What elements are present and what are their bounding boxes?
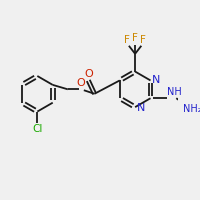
Text: O: O	[76, 78, 85, 88]
Text: N: N	[152, 75, 161, 85]
Text: NH₂: NH₂	[183, 104, 200, 114]
Text: F: F	[132, 33, 138, 43]
Text: Cl: Cl	[32, 124, 43, 134]
Text: N: N	[137, 103, 145, 113]
Text: NH: NH	[167, 87, 181, 97]
Text: O: O	[84, 69, 93, 79]
Text: F: F	[124, 35, 130, 45]
Text: F: F	[140, 35, 146, 45]
